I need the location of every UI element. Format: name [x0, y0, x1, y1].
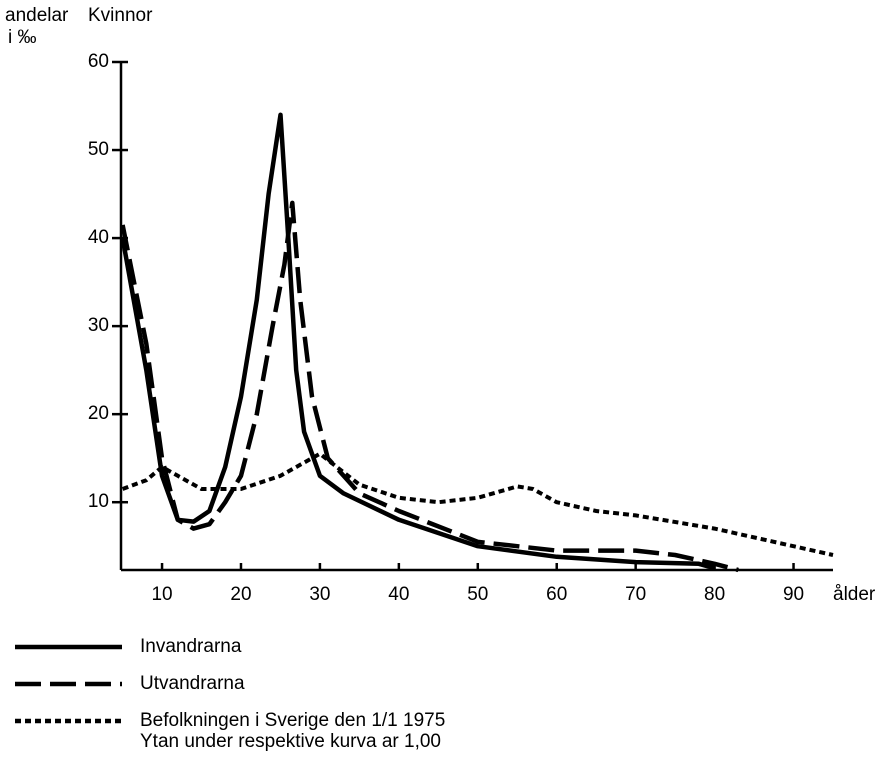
- legend-label: Invandrarna: [140, 636, 242, 657]
- x-tick-label: 40: [388, 584, 409, 605]
- y-tick-label: 10: [88, 491, 109, 512]
- x-tick-label: 90: [783, 584, 804, 605]
- x-tick-label: 20: [230, 584, 251, 605]
- series-line: [120, 112, 716, 571]
- y-tick-label: 20: [88, 403, 109, 424]
- x-tick-label: 60: [546, 584, 567, 605]
- legend-label: Utvandrarna: [140, 673, 245, 694]
- y-tick-label: 50: [88, 139, 109, 160]
- y-axis-label: andelar: [5, 5, 69, 26]
- y-axis-unit: i ‰: [8, 27, 37, 48]
- note: Ytan under respektive kurva ar 1,00: [140, 731, 441, 752]
- x-axis-label: ålder: [833, 584, 876, 605]
- x-tick-label: 80: [704, 584, 725, 605]
- y-tick-label: 30: [88, 315, 109, 336]
- y-tick-label: 60: [88, 51, 109, 72]
- y-tick-label: 40: [88, 227, 109, 248]
- x-tick-label: 70: [625, 584, 646, 605]
- series-line: [120, 200, 739, 573]
- x-tick-label: 10: [151, 584, 172, 605]
- x-tick-label: 30: [309, 584, 330, 605]
- chart-title: Kvinnor: [88, 5, 153, 26]
- legend-label: Befolkningen i Sverige den 1/1 1975: [140, 710, 445, 731]
- x-tick-label: 50: [467, 584, 488, 605]
